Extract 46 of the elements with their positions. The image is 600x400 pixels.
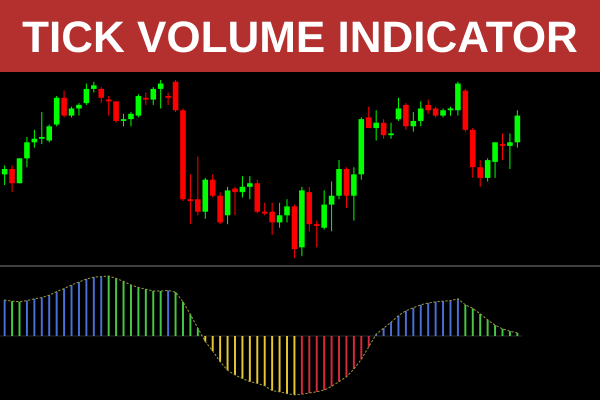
- candlestick: [150, 86, 156, 106]
- candlestick: [120, 113, 126, 127]
- candlestick: [98, 86, 104, 104]
- candlestick: [425, 99, 431, 114]
- candlestick: [32, 129, 38, 148]
- candlestick: [373, 110, 379, 142]
- candlestick: [61, 90, 67, 118]
- candlestick: [46, 124, 52, 143]
- candlestick: [388, 122, 394, 140]
- candlestick: [210, 174, 216, 198]
- candlestick: [158, 80, 164, 109]
- candlestick: [321, 190, 327, 230]
- candlestick: [276, 202, 282, 228]
- candlestick: [351, 166, 357, 222]
- chart-title: TICK VOLUME INDICATOR: [22, 13, 578, 62]
- candlestick: [432, 106, 438, 118]
- candlestick: [484, 158, 490, 182]
- candlestick: [24, 136, 30, 168]
- candlestick: [240, 176, 246, 198]
- candlestick: [492, 142, 498, 178]
- candlestick: [9, 164, 15, 193]
- candlestick: [410, 112, 416, 132]
- candlestick: [262, 202, 268, 216]
- candlestick: [284, 198, 290, 223]
- candlestick: [366, 106, 372, 129]
- candlestick: [477, 160, 483, 188]
- candlestick: [113, 100, 119, 124]
- candlestick: [2, 164, 8, 186]
- candlestick: [68, 106, 74, 118]
- candlestick: [314, 220, 320, 248]
- candlestick: [165, 92, 171, 106]
- candlestick: [403, 102, 409, 130]
- candlestick: [500, 132, 506, 161]
- candlestick: [91, 81, 97, 93]
- candlestick: [328, 180, 334, 232]
- candlestick: [380, 118, 386, 140]
- candlestick: [106, 96, 112, 116]
- candlestick: [76, 102, 82, 116]
- candlestick: [232, 186, 238, 216]
- candlestick: [507, 132, 513, 170]
- candlestick: [396, 97, 402, 122]
- candlestick: [84, 83, 90, 106]
- candlestick: [418, 100, 424, 127]
- candlestick: [269, 202, 275, 236]
- candlestick: [195, 156, 201, 216]
- candlestick: [247, 176, 253, 200]
